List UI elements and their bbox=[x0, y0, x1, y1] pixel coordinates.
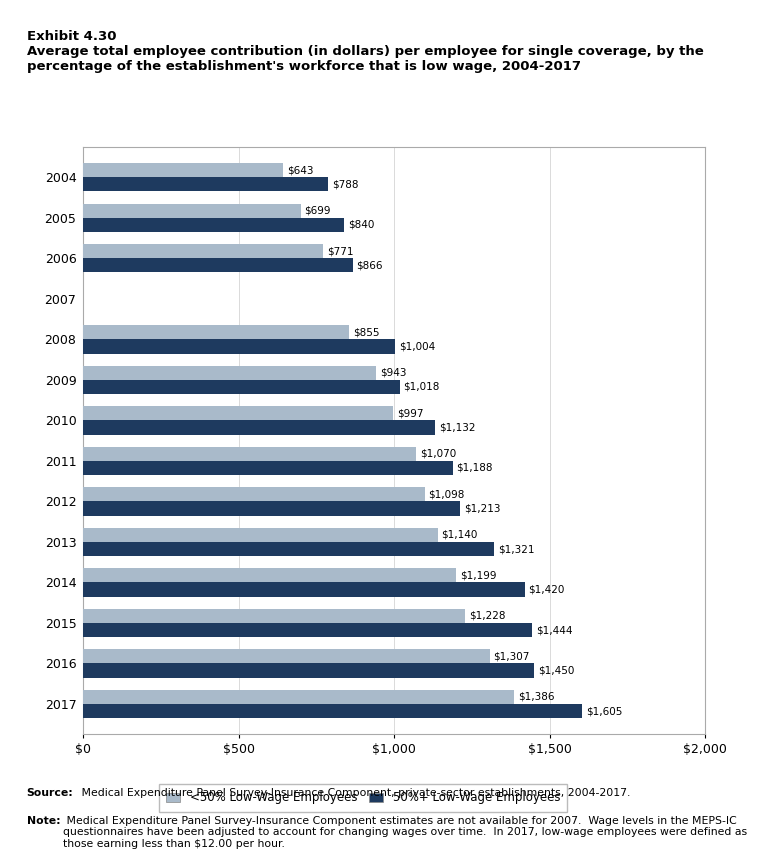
Bar bbox=[83, 689, 514, 704]
Text: $855: $855 bbox=[352, 327, 379, 337]
Text: $1,450: $1,450 bbox=[537, 665, 574, 676]
Text: Note:: Note: bbox=[27, 816, 60, 826]
Text: $1,420: $1,420 bbox=[528, 585, 565, 594]
Bar bbox=[83, 380, 399, 394]
Legend: <50% Low-Wage Employees, 50%+ Low-Wage Employees: <50% Low-Wage Employees, 50%+ Low-Wage E… bbox=[159, 785, 567, 811]
Text: $1,098: $1,098 bbox=[428, 489, 465, 499]
Text: $943: $943 bbox=[381, 368, 407, 378]
Text: $1,444: $1,444 bbox=[536, 625, 572, 635]
Text: $1,004: $1,004 bbox=[399, 341, 435, 352]
Bar bbox=[83, 325, 349, 340]
Bar bbox=[83, 542, 494, 556]
Text: $771: $771 bbox=[327, 246, 353, 257]
Text: $1,213: $1,213 bbox=[464, 504, 500, 513]
Bar bbox=[83, 258, 352, 272]
Text: $997: $997 bbox=[397, 409, 424, 418]
Text: $1,199: $1,199 bbox=[460, 570, 496, 581]
Bar bbox=[83, 623, 532, 637]
Text: Medical Expenditure Panel Survey-Insurance Component estimates are not available: Medical Expenditure Panel Survey-Insuran… bbox=[63, 816, 747, 848]
Text: $1,321: $1,321 bbox=[498, 544, 534, 554]
Bar bbox=[83, 447, 416, 461]
Text: $1,307: $1,307 bbox=[493, 651, 530, 662]
Text: Medical Expenditure Panel Survey-Insurance Component, private-sector establishme: Medical Expenditure Panel Survey-Insuran… bbox=[78, 788, 631, 798]
Text: $699: $699 bbox=[305, 206, 330, 216]
Text: Source:: Source: bbox=[27, 788, 74, 798]
Text: $1,386: $1,386 bbox=[518, 692, 554, 702]
Text: $1,605: $1,605 bbox=[586, 706, 622, 716]
Text: Exhibit 4.30: Exhibit 4.30 bbox=[27, 30, 116, 43]
Text: $1,228: $1,228 bbox=[468, 611, 506, 621]
Text: $788: $788 bbox=[332, 180, 359, 189]
Text: $643: $643 bbox=[287, 165, 314, 175]
Bar bbox=[83, 582, 525, 597]
Bar bbox=[83, 163, 283, 177]
Bar bbox=[83, 245, 323, 258]
Bar bbox=[83, 204, 301, 218]
Text: $1,132: $1,132 bbox=[439, 422, 475, 433]
Text: $1,070: $1,070 bbox=[420, 448, 456, 459]
Text: $1,188: $1,188 bbox=[456, 463, 493, 473]
Bar bbox=[83, 569, 456, 582]
Bar bbox=[83, 177, 328, 192]
Text: $1,140: $1,140 bbox=[441, 530, 478, 540]
Bar bbox=[83, 340, 396, 353]
Bar bbox=[83, 501, 460, 516]
Bar bbox=[83, 487, 424, 501]
Text: $840: $840 bbox=[348, 219, 374, 230]
Bar bbox=[83, 650, 490, 664]
Bar bbox=[83, 406, 393, 421]
Text: $866: $866 bbox=[356, 260, 383, 270]
Bar bbox=[83, 421, 435, 435]
Bar bbox=[83, 609, 465, 623]
Bar bbox=[83, 218, 344, 232]
Bar bbox=[83, 365, 377, 380]
Bar bbox=[83, 528, 437, 542]
Bar bbox=[83, 461, 453, 475]
Bar bbox=[83, 704, 582, 718]
Bar bbox=[83, 664, 534, 677]
Text: $1,018: $1,018 bbox=[403, 382, 440, 392]
Text: Average total employee contribution (in dollars) per employee for single coverag: Average total employee contribution (in … bbox=[27, 45, 703, 73]
